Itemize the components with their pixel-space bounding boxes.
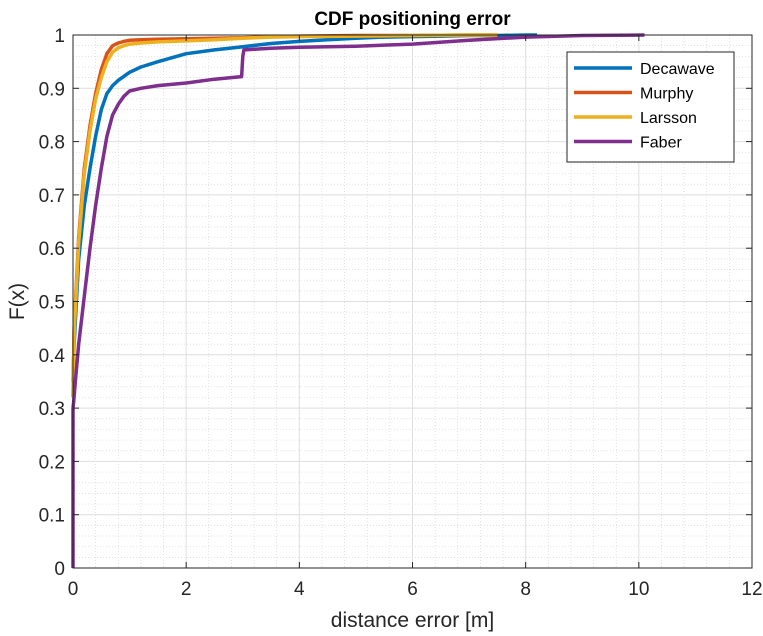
x-tick-label: 10 [628,579,649,600]
legend-label-decawave: Decawave [640,61,715,78]
series-lines [71,33,645,568]
x-axis-ticks: 0 2 4 6 8 10 12 [68,35,763,600]
legend-label-larsson: Larsson [640,110,697,127]
y-tick-label: 0.1 [39,506,65,527]
chart-title: CDF positioning error [314,9,511,30]
y-tick-label: 0 [54,559,65,580]
x-tick-label: 2 [181,579,192,600]
y-axis-ticks: 0 0.1 0.2 0.3 0.4 0.5 0.6 0.7 0.8 0.9 1 [39,26,752,580]
y-axis-label: F(x) [6,283,29,320]
y-tick-label: 0.4 [39,346,66,367]
y-tick-label: 0.9 [39,79,65,100]
legend-label-faber: Faber [640,135,682,152]
y-tick-label: 0.8 [39,133,65,154]
y-tick-label: 1 [54,26,65,47]
legend-box [566,51,735,163]
y-tick-label: 0.3 [39,399,65,420]
x-tick-label: 4 [294,579,305,600]
y-tick-label: 0.7 [39,186,65,207]
x-axis-label: distance error [m] [331,609,494,632]
series-line-larsson [71,33,498,398]
legend-label-murphy: Murphy [640,86,693,103]
x-tick-label: 0 [68,579,79,600]
legend: Decawave Murphy Larsson Faber [566,51,735,163]
y-tick-label: 0.6 [39,239,65,260]
x-tick-label: 6 [407,579,418,600]
x-tick-label: 8 [520,579,531,600]
x-tick-label: 12 [741,579,762,600]
series-line-faber [71,33,645,568]
y-tick-label: 0.2 [39,452,65,473]
y-tick-label: 0.5 [39,293,65,314]
